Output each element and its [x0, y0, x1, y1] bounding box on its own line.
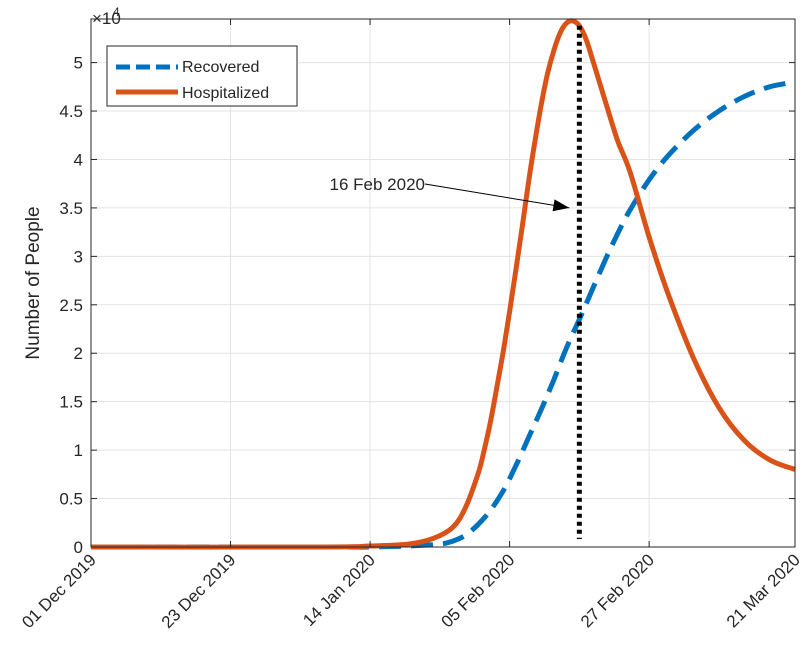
legend-box	[106, 45, 298, 107]
plot-background	[91, 19, 795, 547]
y-tick-label: 5	[74, 54, 83, 73]
y-tick-label: 1	[74, 441, 83, 460]
annotation-layer: 16 Feb 2020	[330, 25, 582, 539]
y-tick-label: 2	[74, 344, 83, 363]
y-axis-label: Number of People	[23, 206, 44, 359]
legend-label-recovered: Recovered	[182, 59, 259, 76]
y-exponent-power: 4	[113, 5, 120, 19]
y-ticks: 0 0.5 1 1.5 2 2.5 3 3.5 4 4.5 5	[59, 54, 795, 557]
y-tick-label: 3	[74, 247, 83, 266]
y-tick-label: 4	[74, 150, 83, 169]
x-tick-label: 21 Mar 2020	[723, 550, 804, 631]
legend-label-hospitalized: Hospitalized	[182, 85, 269, 102]
y-tick-label: 1.5	[59, 393, 83, 412]
y-tick-label: 0.5	[59, 490, 83, 509]
series-layer	[90, 18, 796, 550]
y-tick-label: 0	[74, 538, 83, 557]
y-tick-label: 4.5	[59, 102, 83, 121]
series-line-recovered	[91, 79, 796, 550]
annotation-label: 16 Feb 2020	[330, 175, 425, 194]
x-tick-label: 27 Feb 2020	[577, 550, 658, 631]
plot-box	[90, 18, 796, 548]
x-tick-label: 01 Dec 2019	[18, 550, 100, 632]
grid	[90, 19, 796, 548]
y-tick-label: 2.5	[59, 296, 83, 315]
y-tick-label: 3.5	[59, 199, 83, 218]
x-tick-label: 05 Feb 2020	[437, 550, 518, 631]
series-line-hospitalized	[90, 18, 796, 550]
legend: Recovered Hospitalized	[106, 45, 298, 107]
y-exponent-base: ×10	[92, 9, 121, 28]
annotation-arrow-line	[424, 183, 570, 209]
annotation-arrow-head	[552, 199, 570, 212]
x-tick-label: 14 Jan 2020	[299, 550, 379, 630]
x-tick-label: 23 Dec 2019	[158, 550, 240, 632]
